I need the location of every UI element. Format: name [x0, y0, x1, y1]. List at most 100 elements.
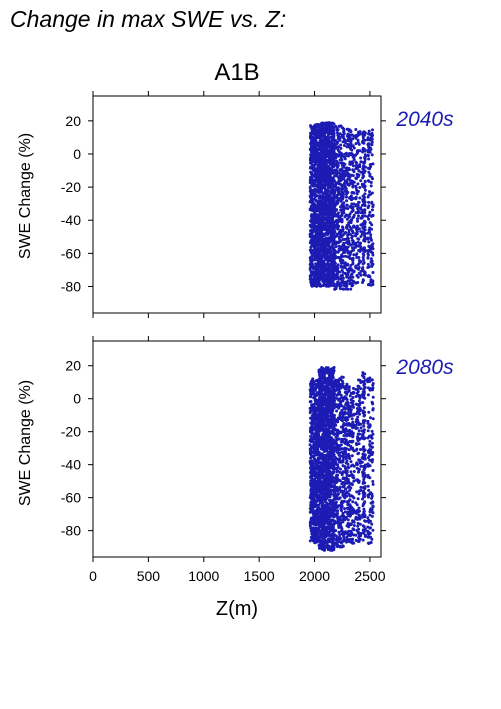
data-point [314, 459, 318, 463]
data-point [326, 526, 330, 530]
data-point [309, 180, 313, 184]
data-point [323, 181, 327, 184]
figure-title: Change in max SWE vs. Z: [10, 6, 286, 32]
data-point [349, 275, 352, 279]
data-point [315, 402, 319, 405]
data-point [318, 213, 322, 217]
data-point [321, 224, 325, 228]
data-point [322, 259, 326, 263]
y-tick-label: -20 [61, 179, 81, 195]
data-point [363, 228, 367, 232]
data-point [354, 225, 358, 229]
data-point [342, 129, 346, 133]
data-point [349, 141, 353, 145]
data-point [369, 138, 373, 142]
data-point [362, 161, 366, 165]
data-point [312, 383, 316, 387]
data-point [370, 223, 374, 227]
data-point [329, 207, 333, 211]
data-point [357, 169, 361, 173]
data-point [326, 195, 330, 199]
data-point [367, 228, 371, 232]
data-point [341, 276, 345, 280]
data-point [342, 232, 346, 236]
data-point [317, 240, 321, 244]
data-point [329, 129, 333, 133]
data-point [357, 256, 361, 259]
data-point [344, 272, 348, 276]
data-point [335, 162, 339, 166]
data-point [309, 224, 313, 228]
data-point [333, 230, 337, 234]
data-point [363, 204, 367, 208]
data-point [309, 382, 313, 386]
data-point [317, 207, 321, 210]
data-point [318, 184, 321, 188]
data-point [339, 284, 343, 288]
data-point [361, 256, 365, 259]
data-point [370, 262, 374, 266]
data-point [348, 175, 352, 179]
data-point [366, 266, 370, 269]
data-point [358, 186, 362, 189]
data-point [357, 173, 361, 177]
data-point [354, 128, 358, 131]
data-point [326, 263, 330, 267]
data-point [334, 168, 338, 172]
data-point [362, 201, 366, 205]
data-point [324, 274, 328, 278]
data-point [334, 124, 338, 128]
data-point [313, 124, 316, 128]
data-point [366, 237, 370, 241]
y-tick-label: -40 [61, 212, 81, 228]
data-point [321, 234, 325, 238]
data-point [317, 141, 321, 145]
data-point [356, 219, 359, 223]
data-point [330, 196, 333, 200]
data-point [317, 278, 321, 282]
data-point [314, 274, 317, 278]
data-point [324, 454, 328, 458]
data-point [367, 240, 371, 244]
data-point [311, 386, 315, 390]
data-point [322, 283, 326, 287]
data-point [362, 198, 366, 202]
data-point [342, 249, 346, 253]
data-point [327, 282, 331, 286]
data-point [335, 186, 339, 190]
data-point [370, 201, 374, 205]
data-point [312, 227, 316, 231]
data-point [368, 167, 372, 171]
data-point [314, 484, 318, 488]
data-point [340, 259, 344, 263]
data-point [308, 185, 312, 189]
data-point [310, 144, 313, 148]
data-point [364, 273, 367, 277]
data-point [315, 238, 319, 241]
data-point [325, 174, 329, 178]
data-point [318, 194, 322, 198]
data-point [366, 262, 370, 266]
data-point [319, 417, 322, 421]
data-point [317, 190, 321, 194]
data-point [338, 270, 342, 274]
data-point [313, 270, 317, 274]
data-point [336, 276, 340, 280]
data-point [317, 196, 321, 200]
data-point [323, 484, 327, 488]
data-point [314, 262, 318, 266]
data-point [361, 130, 365, 134]
data-point [333, 261, 337, 265]
data-point [314, 385, 318, 389]
data-point [346, 263, 350, 267]
data-point [358, 244, 362, 248]
data-point [313, 477, 317, 481]
plot-frame [92, 95, 382, 314]
data-point [308, 388, 312, 392]
data-point [361, 262, 365, 266]
data-point [352, 158, 356, 162]
data-point [324, 390, 327, 394]
data-point [348, 212, 352, 216]
data-point [341, 255, 345, 258]
